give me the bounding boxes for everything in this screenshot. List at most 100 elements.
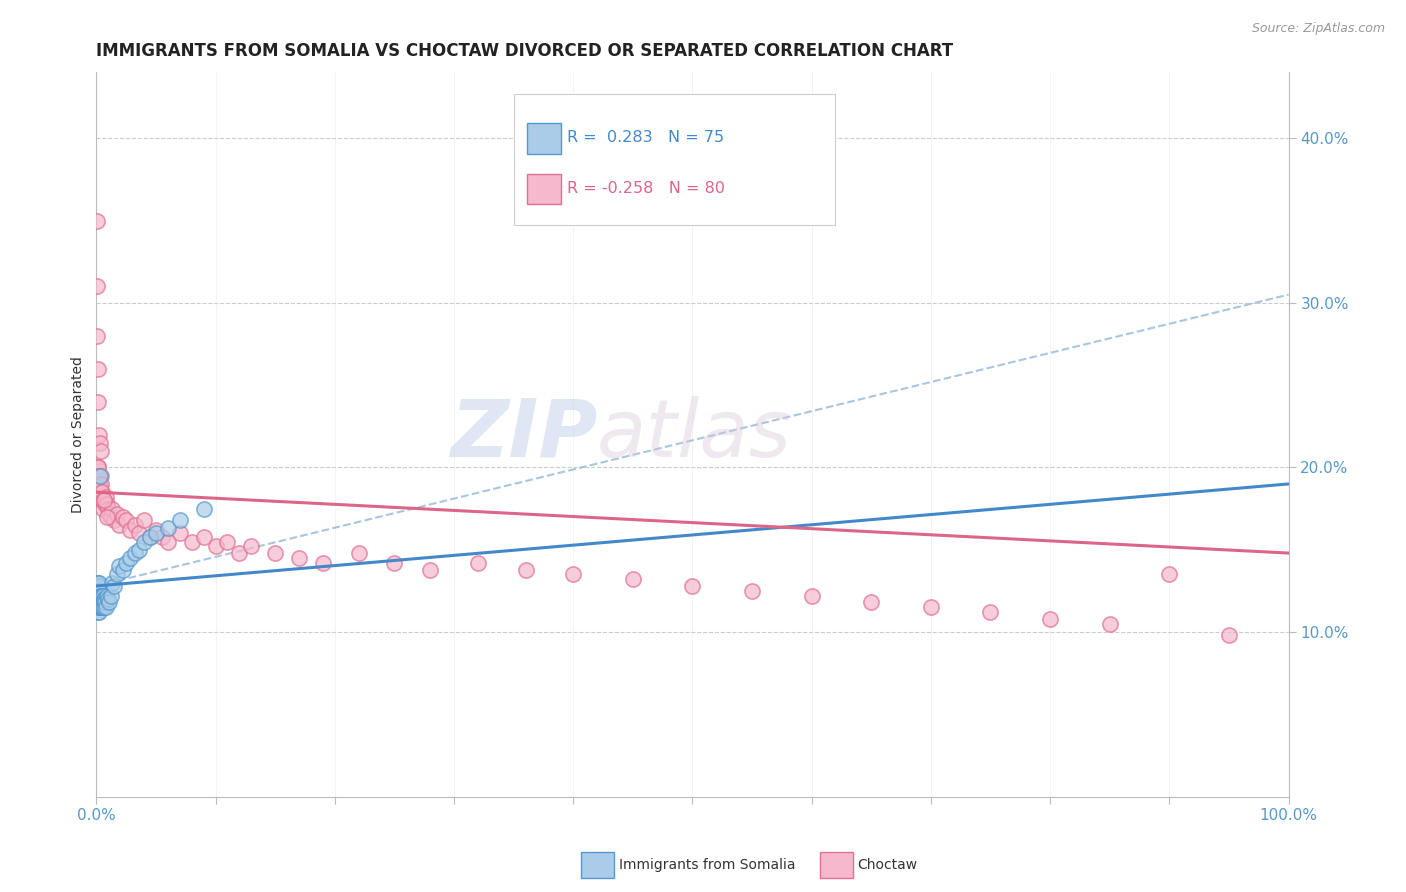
Point: [89, 595, 111, 609]
Point: [87, 589, 110, 603]
Point: [115, 513, 138, 527]
Point: [90, 600, 112, 615]
Point: [90, 592, 112, 607]
Point: [91, 600, 114, 615]
Point: [128, 526, 150, 541]
Point: [193, 501, 215, 516]
Point: [105, 567, 128, 582]
Point: [124, 518, 146, 533]
Point: [384, 556, 406, 570]
Point: [312, 556, 335, 570]
Point: [87, 595, 110, 609]
Text: ZIP: ZIP: [450, 395, 598, 474]
FancyBboxPatch shape: [527, 174, 561, 204]
Point: [96, 589, 118, 603]
Point: [169, 513, 191, 527]
Text: Immigrants from Somalia: Immigrants from Somalia: [619, 858, 796, 872]
Point: [681, 579, 703, 593]
Point: [93, 592, 115, 607]
Point: [98, 507, 121, 521]
Point: [103, 513, 125, 527]
Point: [91, 595, 114, 609]
Point: [91, 600, 114, 615]
Point: [87, 595, 110, 609]
Point: [169, 526, 191, 541]
Point: [86, 460, 108, 475]
Point: [193, 530, 215, 544]
Point: [89, 468, 111, 483]
Point: [101, 501, 124, 516]
Point: [139, 530, 162, 544]
Point: [90, 477, 112, 491]
Point: [91, 592, 114, 607]
FancyBboxPatch shape: [527, 123, 561, 153]
Point: [90, 589, 112, 603]
Point: [91, 589, 114, 603]
Point: [86, 575, 108, 590]
Point: [156, 534, 179, 549]
Point: [87, 468, 110, 483]
Point: [105, 507, 128, 521]
Point: [217, 534, 239, 549]
Point: [98, 595, 121, 609]
Point: [89, 575, 111, 590]
Point: [90, 600, 112, 615]
Point: [87, 605, 110, 619]
Point: [89, 480, 111, 494]
Point: [87, 579, 110, 593]
Point: [132, 513, 155, 527]
Text: Source: ZipAtlas.com: Source: ZipAtlas.com: [1251, 22, 1385, 36]
Point: [979, 605, 1001, 619]
Point: [89, 595, 111, 609]
Point: [93, 592, 115, 607]
Point: [93, 600, 115, 615]
Point: [86, 213, 108, 227]
Point: [90, 493, 112, 508]
Point: [86, 583, 108, 598]
Point: [87, 474, 110, 488]
Point: [89, 600, 111, 615]
Point: [93, 493, 115, 508]
Point: [96, 497, 118, 511]
Point: [90, 595, 112, 609]
Point: [87, 480, 110, 494]
Point: [89, 595, 111, 609]
Point: [100, 589, 122, 603]
Point: [89, 592, 111, 607]
Point: [860, 595, 883, 609]
Point: [87, 394, 110, 409]
Point: [741, 583, 763, 598]
Point: [1159, 567, 1181, 582]
Point: [90, 595, 112, 609]
Point: [347, 546, 370, 560]
Point: [115, 556, 138, 570]
Point: [94, 490, 117, 504]
Point: [920, 600, 942, 615]
Point: [145, 526, 167, 541]
Point: [91, 600, 114, 615]
Point: [89, 435, 111, 450]
Point: [86, 589, 108, 603]
Point: [87, 468, 110, 483]
Point: [89, 468, 111, 483]
Point: [1039, 612, 1062, 626]
Point: [93, 595, 115, 609]
Point: [86, 595, 108, 609]
Point: [90, 600, 112, 615]
Point: [86, 485, 108, 500]
Point: [108, 518, 131, 533]
Point: [93, 493, 115, 508]
Point: [86, 460, 108, 475]
Point: [800, 589, 823, 603]
Point: [86, 279, 108, 293]
Point: [111, 562, 134, 576]
Point: [467, 556, 489, 570]
Point: [87, 600, 110, 615]
Point: [90, 595, 112, 609]
Point: [86, 328, 108, 343]
Point: [515, 562, 537, 576]
Point: [180, 534, 202, 549]
Point: [103, 579, 125, 593]
Point: [87, 583, 110, 598]
Point: [89, 592, 111, 607]
